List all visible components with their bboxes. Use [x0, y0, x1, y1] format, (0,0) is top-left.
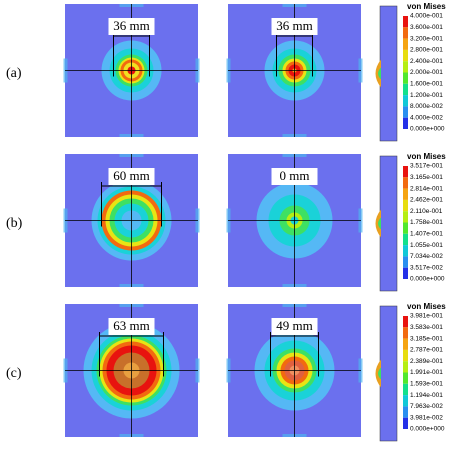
legend-level: 2.814e-001 [410, 185, 443, 192]
side-bulge [378, 217, 381, 230]
legend-level: 1.758e-001 [410, 219, 443, 226]
legend-level: 2.800e-001 [410, 47, 443, 54]
legend-swatch [403, 27, 408, 39]
legend-level: 7.034e-002 [410, 253, 443, 260]
dimension-box [271, 168, 318, 185]
legend-swatch [403, 256, 408, 268]
legend-swatch [403, 188, 408, 200]
side-view [379, 155, 398, 292]
legend-swatch [403, 117, 408, 129]
legend-level: 2.389e-001 [410, 358, 443, 365]
contour-panel: 49 mm [226, 304, 363, 437]
legend-swatch [403, 267, 408, 279]
dimension-box [108, 18, 155, 35]
legend-swatch [403, 233, 408, 246]
legend-level: 2.000e-001 [410, 69, 443, 76]
legend-swatch [403, 222, 408, 234]
legend-swatch [403, 406, 408, 418]
legend-level: 3.583e-001 [410, 324, 443, 331]
legend-swatch [403, 177, 408, 189]
dimension-label: 0 mm [280, 168, 310, 183]
side-view [379, 5, 398, 142]
dimension-label: 60 mm [113, 168, 149, 183]
legend-level: 0.000e+000 [410, 426, 445, 433]
legend-swatch [403, 38, 408, 50]
legend-level: 0.000e+000 [410, 276, 445, 283]
legend-level: 1.200e-001 [410, 92, 443, 99]
legend-swatch [403, 211, 408, 223]
dimension-label: 49 mm [276, 318, 312, 333]
legend-swatch [403, 417, 408, 429]
dimension-label: 36 mm [276, 18, 312, 33]
legend-swatch [403, 395, 408, 407]
legend-swatch [403, 245, 408, 257]
dimension-label: 36 mm [113, 18, 149, 33]
legend-title: von Mises [407, 152, 446, 161]
contour-panel: 0 mm [226, 154, 363, 287]
legend-level: 4.000e-002 [410, 114, 443, 121]
dimension-box [108, 168, 155, 185]
dimension-box [108, 318, 155, 335]
legend-level: 3.200e-001 [410, 35, 443, 42]
legend-swatch [403, 361, 408, 373]
legend-swatch [403, 83, 408, 96]
legend-level: 1.600e-001 [410, 81, 443, 88]
dimension-box [271, 318, 318, 335]
legend-swatch [403, 372, 408, 384]
legend-level: 2.400e-001 [410, 58, 443, 65]
legend-swatch [403, 338, 408, 350]
legend-title: von Mises [407, 302, 446, 311]
legend-level: 3.981e-001 [410, 313, 443, 320]
legend-level: 8.000e-002 [410, 103, 443, 110]
legend-swatch [403, 327, 408, 339]
legend-swatch [403, 199, 408, 212]
legend-level: 3.600e-001 [410, 24, 443, 31]
legend-level: 1.991e-001 [410, 369, 443, 376]
legend-swatch [403, 61, 408, 73]
legend-level: 4.000e-001 [410, 13, 443, 20]
contour-panel: 36 mm [63, 4, 200, 137]
legend-swatch [403, 49, 408, 62]
legend-title: von Mises [407, 2, 446, 11]
dimension-box [271, 18, 318, 35]
legend-level: 3.981e-002 [410, 414, 443, 421]
legend-level: 3.185e-001 [410, 335, 443, 342]
legend-level: 7.963e-002 [410, 403, 443, 410]
side-view [379, 305, 398, 442]
dimension-label: 63 mm [113, 318, 149, 333]
legend-swatch [403, 72, 408, 84]
legend-level: 3.517e-002 [410, 264, 443, 271]
legend-swatch [403, 95, 408, 107]
legend-swatch [403, 383, 408, 396]
side-bulge [378, 367, 381, 380]
legend-swatch [403, 166, 408, 178]
legend-swatch [403, 16, 408, 28]
legend-level: 1.194e-001 [410, 392, 443, 399]
row-label: (a) [6, 66, 22, 81]
contour-panel: 63 mm [63, 304, 200, 437]
legend-swatch [403, 106, 408, 118]
legend-level: 1.055e-001 [410, 242, 443, 249]
legend-swatch [403, 349, 408, 362]
legend-level: 1.407e-001 [410, 231, 443, 238]
legend-level: 3.165e-001 [410, 174, 443, 181]
legend-level: 2.787e-001 [410, 347, 443, 354]
row-label: (b) [6, 216, 23, 231]
contour-panel: 36 mm [226, 4, 363, 137]
contour-panel: 60 mm [63, 154, 200, 287]
legend-level: 1.593e-001 [410, 381, 443, 388]
legend-level: 2.462e-001 [410, 197, 443, 204]
legend-level: 3.517e-001 [410, 163, 443, 170]
legend-level: 0.000e+000 [410, 126, 445, 133]
side-bulge [378, 67, 381, 80]
row-label: (c) [6, 366, 22, 381]
legend-level: 2.110e-001 [410, 208, 443, 215]
legend-swatch [403, 316, 408, 328]
